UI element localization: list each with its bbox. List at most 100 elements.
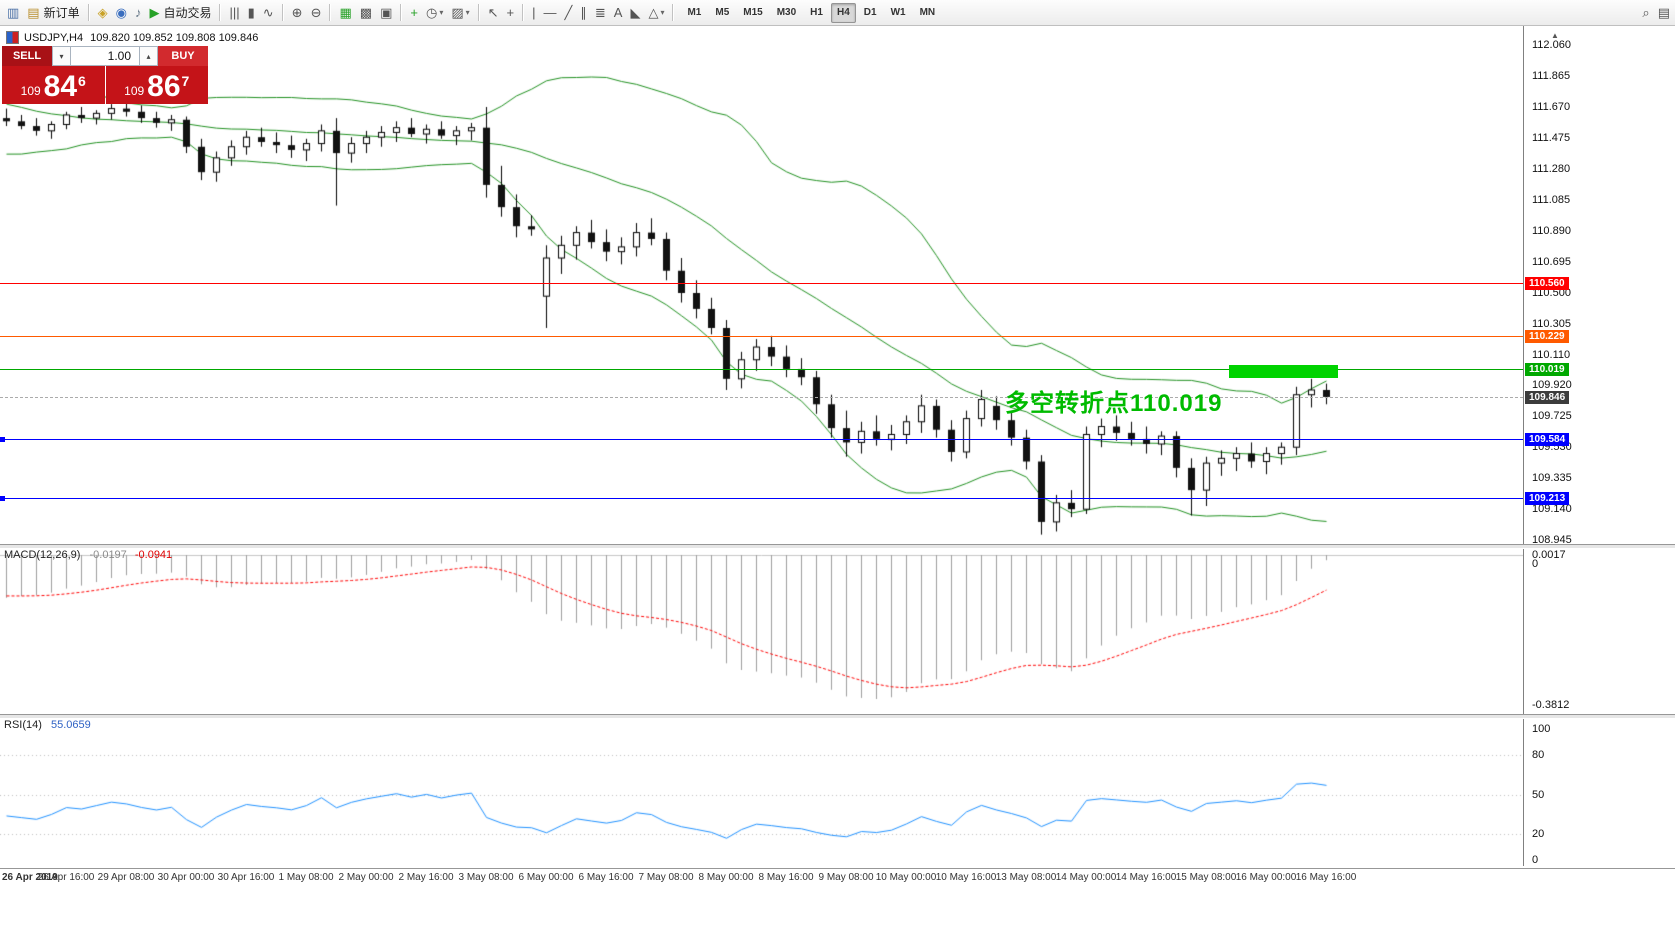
price-tick: 109.335 [1532, 472, 1572, 485]
time-axis[interactable]: 26 Apr 2019 26 Apr 16:00 29 Apr 08:00 30 Ap… [0, 868, 1675, 887]
macd-name: MACD(12,26,9) [4, 549, 81, 561]
new-chart-button[interactable]: ▥ [4, 3, 22, 23]
trendline-tool-button[interactable]: ╱ [562, 3, 576, 23]
vertical-line-tool-button[interactable]: | [529, 3, 538, 23]
ask-sup: 7 [181, 73, 190, 89]
buy-button[interactable]: BUY [158, 46, 208, 66]
chart-title: USDJPY,H4 109.820 109.852 109.808 109.84… [6, 31, 258, 44]
rsi-label: RSI(14) 55.0659 [4, 719, 91, 731]
macd-scale-max: 0.0017 [1532, 549, 1566, 561]
horizontal-line-tool-button[interactable]: — [541, 3, 560, 23]
hline-110.560[interactable] [0, 283, 1523, 284]
candles-mode-button[interactable]: ▮ [245, 3, 258, 23]
text-tool-button[interactable]: A [611, 3, 626, 23]
profile-button[interactable]: ◈ [95, 3, 111, 23]
indicators-button[interactable]: + [407, 3, 421, 23]
periods-button[interactable]: ◷ ▾ [423, 3, 446, 23]
toolbar-separator [219, 4, 222, 21]
arrow-tool-button[interactable]: ◣ [627, 3, 643, 23]
auto-scroll-button[interactable]: ▦ [336, 3, 354, 23]
price-line-label: 109.213 [1525, 491, 1570, 505]
price-tick: 112.060 [1532, 39, 1571, 51]
templates-button[interactable]: ▨ ▾ [448, 3, 472, 23]
sound-alert-button[interactable]: ♪ [132, 3, 145, 23]
market-watch-button[interactable]: ◉ [113, 3, 130, 23]
tile-windows-button[interactable]: ▣ [377, 3, 395, 23]
macd-panel[interactable]: MACD(12,26,9) -0.0197 -0.0941 [0, 547, 1523, 715]
annotation-text[interactable]: 多空转折点110.019 [1005, 389, 1223, 417]
price-line-label: 110.229 [1525, 329, 1569, 343]
price-tick: 111.085 [1532, 193, 1571, 206]
line-mode-button[interactable]: ∿ [260, 3, 277, 23]
macd-canvas[interactable] [0, 547, 1523, 715]
rsi-scale-label: 80 [1532, 749, 1545, 762]
sell-button[interactable]: SELL [2, 46, 52, 66]
time-tick: 3 May 08:00 [458, 872, 514, 883]
timeframe-m5[interactable]: M5 [715, 7, 730, 18]
hline-109.213[interactable] [0, 498, 1523, 499]
panel-divider[interactable] [0, 544, 1675, 549]
timeframe-mn[interactable]: MN [919, 7, 936, 18]
highlight-rectangle[interactable] [1228, 365, 1338, 378]
rsi-scale-label: 100 [1532, 723, 1551, 735]
layouts-button[interactable]: ▤ [1655, 3, 1673, 23]
bid-sup: 6 [78, 73, 86, 89]
rsi-panel[interactable]: RSI(14) 55.0659 [0, 717, 1523, 866]
timeframe-m1[interactable]: M1 [687, 7, 702, 18]
main-plot[interactable]: USDJPY,H4 109.820 109.852 109.808 109.84… [0, 25, 1523, 547]
current-price-line [0, 397, 1523, 398]
buy-price-button[interactable]: 109 86 7 [105, 66, 208, 104]
hline-handle[interactable] [0, 437, 5, 442]
hline-110.019[interactable] [0, 369, 1523, 370]
volume-input[interactable]: 1.00 [71, 46, 139, 66]
toolbar: ▥ ▤ 新订单 ◈ ◉ ♪ ▶ 自动交易 ||| ▮ ∿ ⊕ ⊖ ▦ ▩ ▣ + ◷ ▾ ▨ ▾ ↖ + | — ╱ ∥ ≣ A ◣ △ ▾ M… [0, 0, 1675, 26]
time-tick: 9 May 08:00 [818, 872, 874, 883]
cursor-icon: ↖ [487, 5, 499, 20]
fibonacci-tool-icon: ≣ [594, 5, 606, 20]
timeframe-switcher: M1 M5 M15 M30 H1 H4 D1 W1 MN [680, 2, 942, 23]
zoom-in-button[interactable]: ⊕ [289, 3, 306, 23]
fibonacci-tool-button[interactable]: ≣ [592, 3, 609, 23]
sell-price-button[interactable]: 109 84 6 [2, 66, 105, 104]
line-mode-icon: ∿ [262, 5, 274, 20]
price-tick: 110.110 [1532, 348, 1571, 361]
crosshair-button[interactable]: + [504, 3, 518, 23]
timeframe-d1[interactable]: D1 [863, 7, 877, 18]
channel-tool-icon: ∥ [580, 5, 587, 20]
volume-dropdown-button[interactable]: ▾ [52, 46, 71, 66]
bars-mode-button[interactable]: ||| [226, 3, 242, 23]
chart-shift-button[interactable]: ▩ [357, 3, 375, 23]
zoom-out-button[interactable]: ⊖ [308, 3, 325, 23]
hline-110.229[interactable] [0, 336, 1523, 337]
market-watch-icon: ◉ [115, 5, 127, 20]
toolbar-separator [329, 4, 332, 21]
auto-trading-button[interactable]: ▶ 自动交易 [146, 3, 214, 23]
volume-up-button[interactable]: ▴ [139, 46, 158, 66]
scroll-up-icon[interactable]: ▲ [1551, 31, 1559, 40]
ask-prefix: 109 [124, 84, 145, 98]
channel-tool-button[interactable]: ∥ [577, 3, 590, 23]
toolbar-separator [87, 4, 90, 21]
cursor-button[interactable]: ↖ [485, 3, 502, 23]
dropdown-caret-icon: ▾ [660, 7, 665, 17]
tile-windows-icon: ▣ [380, 5, 393, 20]
rsi-canvas[interactable] [0, 717, 1523, 866]
time-tick: 16 May 16:00 [1295, 872, 1357, 883]
hline-109.584[interactable] [0, 439, 1523, 440]
price-chart-canvas[interactable] [0, 25, 1523, 547]
price-tick: 111.670 [1532, 100, 1571, 113]
shapes-tool-button[interactable]: △ ▾ [645, 3, 667, 23]
new-order-icon: ▤ [27, 5, 40, 20]
search-button[interactable]: ⌕ [1639, 3, 1652, 23]
timeframe-h4[interactable]: H4 [830, 2, 856, 23]
hline-handle[interactable] [0, 496, 5, 501]
timeframe-m15[interactable]: M15 [743, 7, 763, 18]
timeframe-w1[interactable]: W1 [890, 7, 906, 18]
price-axis[interactable]: ▲ 0.0017 0 -0.3812 112.060 111.865 111.670… [1523, 25, 1675, 866]
timeframe-m30[interactable]: M30 [776, 7, 797, 18]
new-order-button[interactable]: ▤ 新订单 [24, 3, 82, 23]
time-tick: 29 Apr 08:00 [97, 872, 155, 883]
time-tick: 8 May 00:00 [698, 872, 754, 883]
timeframe-h1[interactable]: H1 [810, 7, 823, 18]
panel-divider[interactable] [0, 714, 1675, 719]
